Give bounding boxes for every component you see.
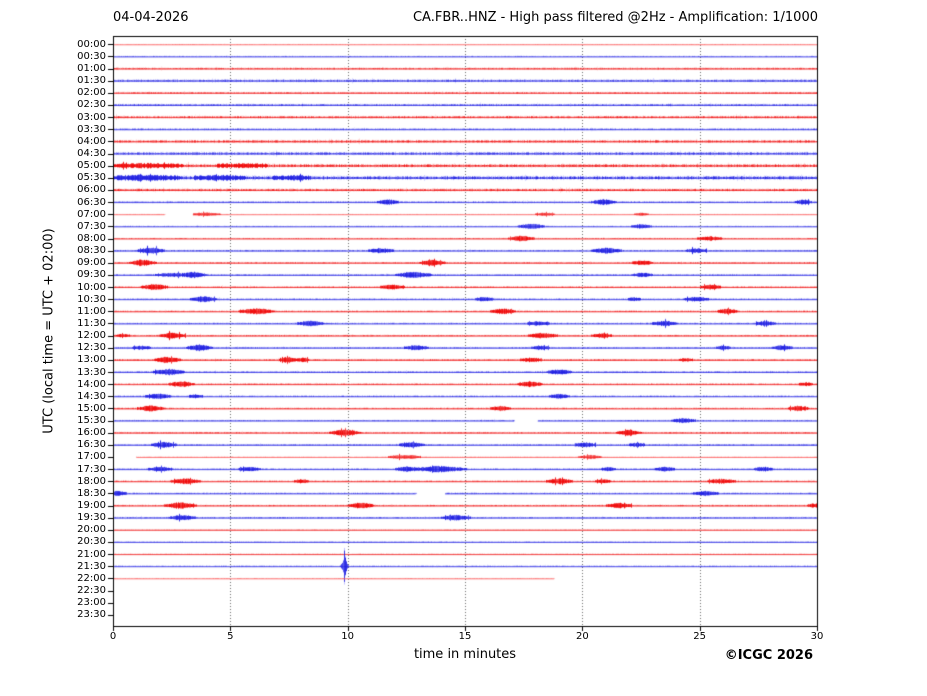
station-title: CA.FBR..HNZ - High pass filtered @2Hz - … — [412, 10, 818, 25]
y-tick-label-02:30: 02:30 — [77, 99, 106, 111]
y-tick-label-01:00: 01:00 — [77, 63, 106, 75]
y-tick-label-11:30: 11:30 — [77, 317, 106, 329]
y-tick-label-18:30: 18:30 — [77, 487, 106, 499]
y-tick-label-22:30: 22:30 — [77, 585, 106, 596]
y-tick-label-20:30: 20:30 — [77, 536, 106, 548]
y-tick-label-00:30: 00:30 — [77, 50, 106, 62]
x-tick-label-10: 10 — [341, 631, 355, 642]
y-tick-label-11:00: 11:00 — [77, 305, 106, 317]
y-tick-label-08:00: 08:00 — [77, 233, 106, 244]
y-tick-label-06:00: 06:00 — [77, 184, 106, 196]
y-tick-label-16:00: 16:00 — [77, 427, 106, 439]
y-tick-label-12:00: 12:00 — [77, 330, 106, 342]
y-tick-label-14:00: 14:00 — [77, 378, 106, 390]
y-tick-label-03:00: 03:00 — [77, 111, 106, 123]
x-axis-label: time in minutes — [413, 647, 517, 662]
y-tick-label-21:30: 21:30 — [77, 560, 106, 572]
y-tick-label-07:30: 07:30 — [77, 220, 106, 232]
y-tick-label-00:00: 00:00 — [77, 38, 106, 50]
x-tick-label-0: 0 — [109, 631, 117, 642]
y-tick-label-02:00: 02:00 — [77, 87, 106, 99]
x-tick-label-15: 15 — [458, 631, 472, 642]
y-tick-label-10:30: 10:30 — [77, 293, 106, 305]
y-tick-label-21:00: 21:00 — [77, 548, 106, 560]
y-tick-label-05:30: 05:30 — [77, 172, 106, 184]
y-tick-label-12:30: 12:30 — [77, 342, 106, 354]
y-tick-label-17:30: 17:30 — [77, 463, 106, 475]
y-tick-label-01:30: 01:30 — [77, 75, 106, 87]
copyright-label: ©ICGC 2026 — [724, 648, 813, 663]
y-tick-label-09:00: 09:00 — [77, 257, 106, 269]
y-tick-label-15:00: 15:00 — [77, 402, 106, 414]
x-tick-label-20: 20 — [575, 631, 589, 642]
y-tick-label-06:30: 06:30 — [77, 196, 106, 208]
y-tick-label-19:00: 19:00 — [77, 500, 106, 512]
y-tick-label-03:30: 03:30 — [77, 123, 106, 135]
y-tick-label-16:30: 16:30 — [77, 439, 106, 451]
x-tick-label-30: 30 — [810, 631, 824, 642]
x-tick-label-5: 5 — [227, 631, 234, 642]
y-tick-label-17:00: 17:00 — [77, 451, 106, 463]
date-title: 04-04-2026 — [113, 10, 189, 25]
y-tick-label-15:30: 15:30 — [77, 415, 106, 427]
y-tick-label-07:00: 07:00 — [77, 208, 106, 220]
y-tick-label-23:30: 23:30 — [77, 609, 106, 621]
y-tick-label-13:00: 13:00 — [77, 354, 106, 366]
y-tick-label-20:00: 20:00 — [77, 524, 106, 536]
y-tick-label-04:30: 04:30 — [77, 148, 106, 160]
y-tick-label-18:00: 18:00 — [77, 475, 106, 487]
y-tick-label-13:30: 13:30 — [77, 366, 106, 378]
y-tick-label-14:30: 14:30 — [77, 390, 106, 402]
x-tick-label-25: 25 — [693, 631, 707, 642]
y-tick-label-04:00: 04:00 — [77, 135, 106, 147]
y-tick-label-19:30: 19:30 — [77, 512, 106, 524]
y-tick-label-05:00: 05:00 — [77, 160, 106, 172]
y-tick-label-08:30: 08:30 — [77, 245, 106, 257]
y-tick-label-23:00: 23:00 — [77, 597, 106, 609]
y-tick-label-22:00: 22:00 — [77, 572, 106, 584]
y-tick-label-10:00: 10:00 — [77, 281, 106, 293]
y-tick-label-09:30: 09:30 — [77, 269, 106, 281]
